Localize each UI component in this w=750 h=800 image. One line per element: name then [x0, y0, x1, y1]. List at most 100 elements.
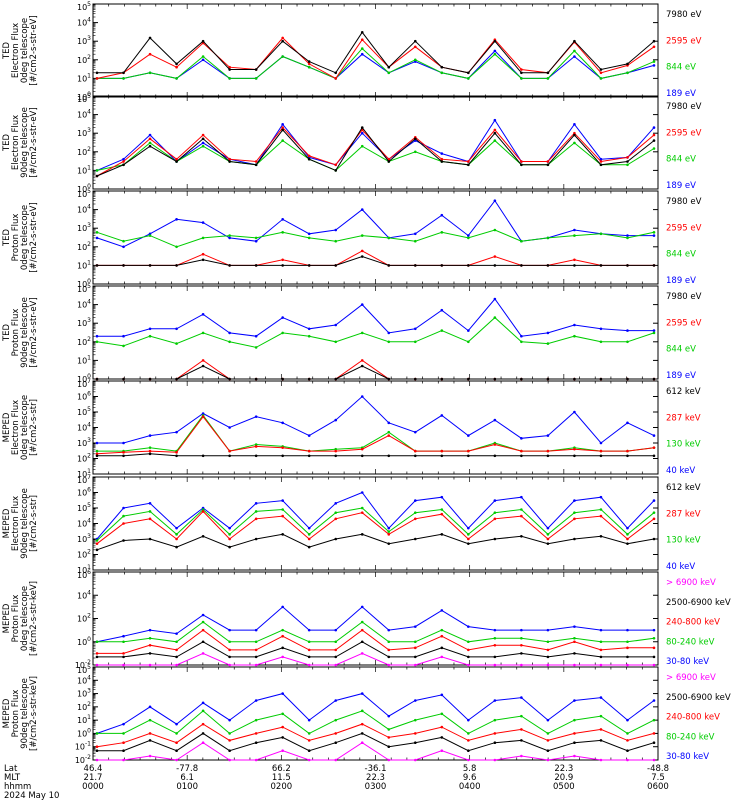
data-point: [148, 71, 152, 75]
data-point: [467, 160, 470, 163]
series-line: [97, 453, 654, 457]
data-point: [599, 758, 603, 762]
data-point: [599, 655, 603, 659]
data-point: [493, 199, 497, 203]
data-point: [360, 331, 364, 335]
data-point: [467, 449, 470, 453]
data-point: [148, 137, 152, 141]
data-point: [520, 636, 523, 640]
data-point: [520, 163, 523, 167]
data-point: [440, 712, 444, 716]
data-point: [95, 640, 99, 644]
legend-entry: > 6900 keV: [666, 578, 716, 588]
data-point: [122, 264, 125, 267]
data-point: [599, 739, 603, 742]
data-point: [201, 252, 205, 256]
data-point: [201, 510, 205, 513]
data-point: [599, 640, 603, 644]
y-axis-label: TEDElectron Flux90deg telescope[#/cm2-s-…: [2, 107, 39, 178]
data-point: [440, 655, 444, 659]
data-point: [387, 663, 391, 667]
data-point: [307, 533, 311, 536]
data-point: [520, 514, 523, 518]
series-line: [96, 533, 655, 551]
y-tick-label: 10-1: [75, 741, 91, 752]
data-point: [652, 628, 656, 632]
data-point: [652, 499, 656, 502]
data-point: [334, 699, 338, 702]
data-point: [95, 77, 99, 80]
data-point: [307, 739, 311, 742]
data-point: [413, 264, 417, 267]
data-point: [148, 452, 152, 456]
data-point: [95, 542, 99, 545]
data-point: [440, 231, 444, 234]
data-point: [493, 255, 497, 258]
data-point: [281, 264, 284, 267]
data-point: [334, 655, 338, 659]
data-point: [573, 454, 576, 458]
y-tick-label: 105: [77, 1, 91, 12]
data-point: [520, 714, 523, 718]
legend-entry: 7980 eV: [666, 292, 702, 302]
data-point: [122, 749, 125, 753]
data-point: [148, 705, 152, 709]
data-point: [281, 712, 284, 716]
y-tick-label: 103: [77, 688, 91, 699]
legend-entry: 612 keV: [666, 387, 701, 397]
data-point: [148, 133, 152, 137]
data-point: [201, 133, 205, 137]
data-point: [652, 434, 656, 437]
data-point: [440, 736, 444, 739]
y-tick-label: 102: [77, 54, 91, 65]
data-point: [440, 213, 444, 217]
panel-1: 100 101 102 103 104 105 TEDElectron Flux0deg t…: [2, 1, 702, 102]
data-point: [281, 36, 284, 40]
data-point: [175, 218, 178, 221]
data-point: [254, 454, 258, 458]
data-point: [573, 517, 576, 521]
data-point: [281, 605, 284, 609]
data-point: [440, 609, 444, 612]
data-point: [546, 718, 550, 722]
legend-entry: 2595 eV: [666, 128, 702, 138]
x-tick-lat: 66.2: [272, 764, 291, 774]
data-point: [175, 377, 178, 381]
data-point: [546, 526, 550, 530]
data-point: [228, 537, 231, 541]
legend-entry: 80-240 keV: [666, 732, 715, 742]
data-point: [440, 725, 444, 729]
data-point: [307, 236, 311, 240]
data-point: [228, 426, 231, 429]
data-point: [122, 663, 125, 667]
data-point: [573, 718, 576, 722]
series-line: [97, 732, 655, 752]
data-point: [652, 133, 656, 137]
data-point: [493, 537, 497, 541]
data-point: [122, 722, 125, 726]
data-point: [626, 718, 629, 722]
data-point: [573, 234, 576, 237]
data-point: [122, 160, 125, 163]
series-line: [97, 395, 655, 444]
data-point: [626, 454, 629, 458]
data-point: [201, 415, 205, 418]
data-point: [122, 157, 125, 161]
data-point: [573, 49, 576, 53]
x-tick-mlt: 7.5: [651, 773, 665, 783]
data-point: [334, 169, 338, 172]
data-point: [520, 449, 523, 453]
data-point: [307, 526, 311, 530]
data-point: [360, 732, 364, 735]
y-tick-label: 102: [77, 336, 91, 347]
data-point: [440, 377, 444, 381]
data-point: [467, 77, 470, 80]
data-point: [493, 228, 497, 232]
data-point: [254, 443, 258, 446]
data-point: [652, 537, 656, 541]
series-line: [97, 414, 655, 452]
data-point: [95, 452, 99, 456]
data-point: [387, 533, 391, 536]
x-tick-lat: -77.8: [176, 764, 198, 774]
data-point: [254, 741, 258, 745]
